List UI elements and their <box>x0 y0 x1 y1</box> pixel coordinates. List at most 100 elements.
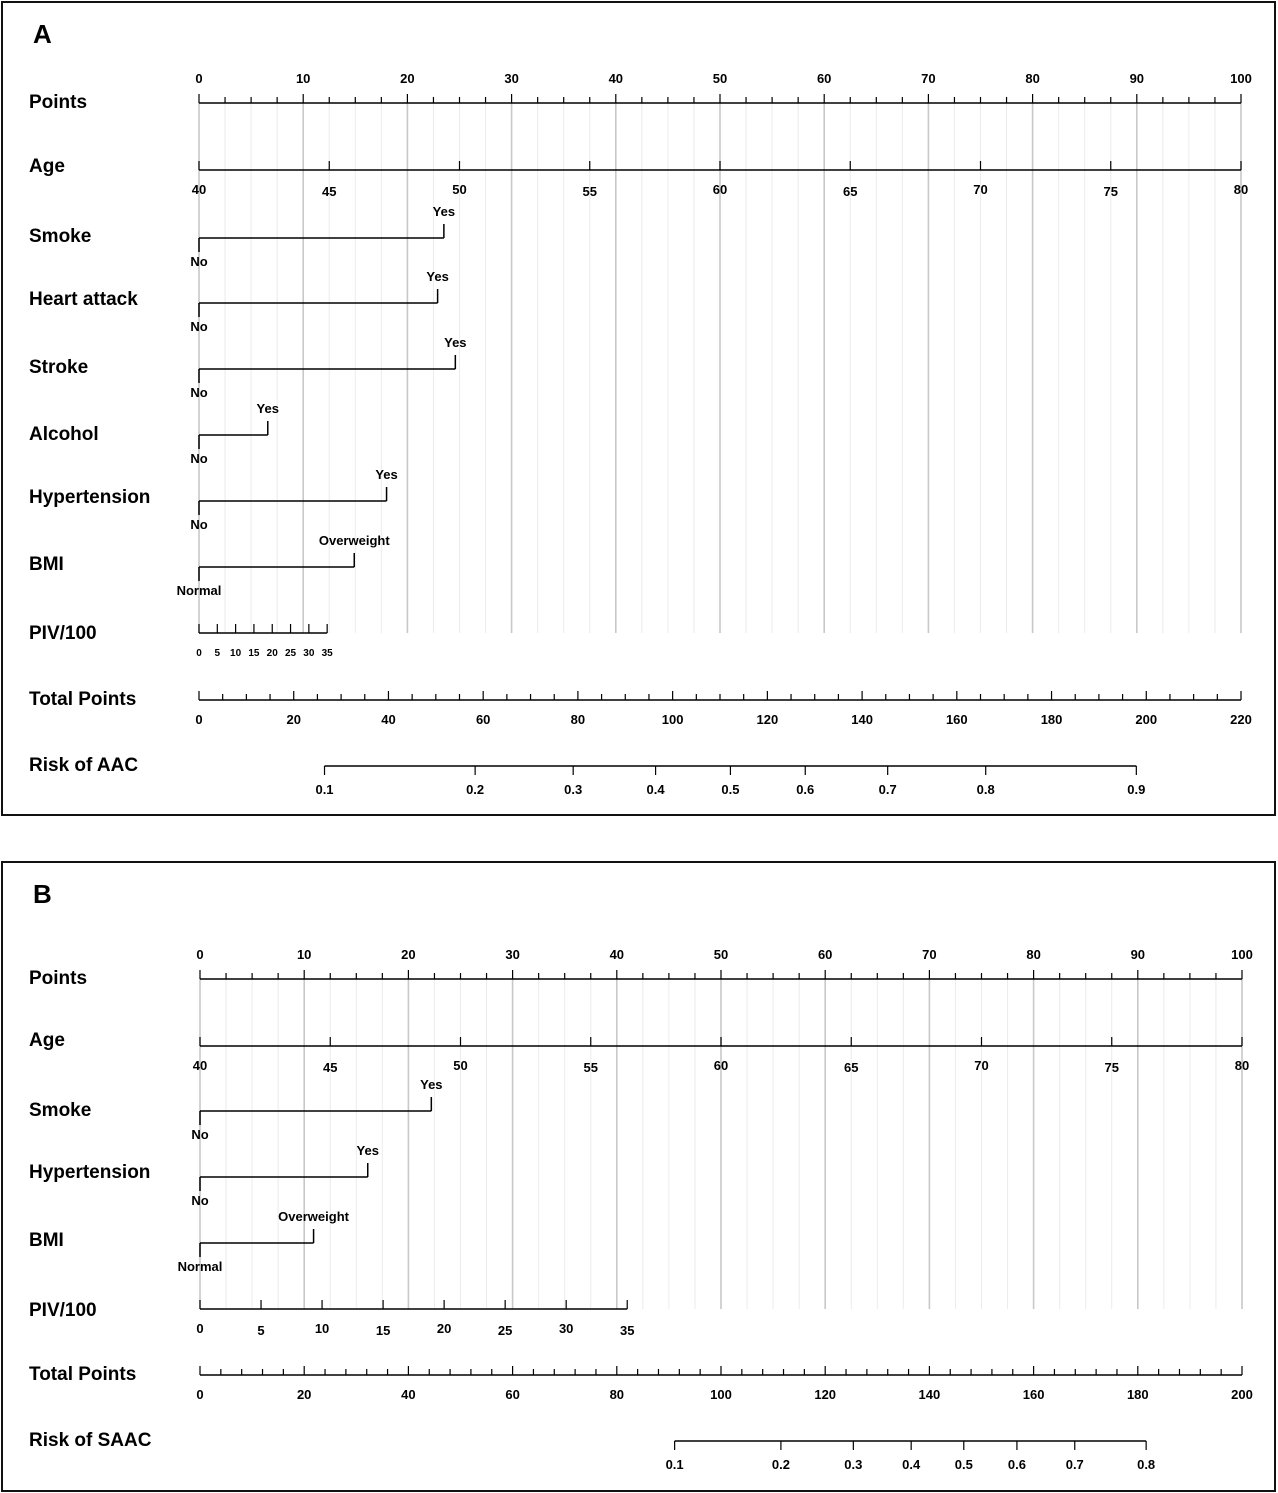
b-total-tick-label: 120 <box>814 1387 836 1402</box>
a-points-tick-label: 0 <box>195 71 202 86</box>
a-points-tick-label: 60 <box>817 71 831 86</box>
a-points-tick-label: 100 <box>1230 71 1252 86</box>
a-axis-tick-label: 80 <box>1234 182 1248 197</box>
a-row-label: Hypertension <box>29 487 150 508</box>
b-row-label: Hypertension <box>29 1162 150 1183</box>
a-axis-tick-label: 65 <box>843 184 857 199</box>
a-level-label: Yes <box>257 401 279 416</box>
a-total-tick-label: 0 <box>195 712 202 727</box>
b-level-label: Normal <box>178 1259 223 1274</box>
b-axis-tick-label: 5 <box>257 1323 264 1338</box>
b-total-tick-label: 40 <box>401 1387 415 1402</box>
a-row-label: Heart attack <box>29 289 138 310</box>
a-points-tick-label: 10 <box>296 71 310 86</box>
b-risk-tick-label: 0.4 <box>902 1457 921 1472</box>
a-axis-tick-label: 50 <box>452 182 466 197</box>
b-points-tick-label: 10 <box>297 947 311 962</box>
b-points-tick-label: 50 <box>714 947 728 962</box>
a-risk-tick-label: 0.1 <box>315 782 333 797</box>
a-points-tick-label: 50 <box>713 71 727 86</box>
a-total-tick-label: 120 <box>757 712 779 727</box>
panel-a: A Points 0 10 20 30 40 50 60 70 80 90 100 Age 40 45 50 5… <box>1 1 1276 816</box>
b-row-label: Age <box>29 1030 65 1051</box>
a-total-tick-label: 20 <box>286 712 300 727</box>
a-level-label: No <box>190 517 207 532</box>
a-total-tick-label: 200 <box>1135 712 1157 727</box>
b-risk-tick-label: 0.5 <box>955 1457 973 1472</box>
a-axis-tick-label: 70 <box>973 182 987 197</box>
a-axis-tick-label: 45 <box>322 184 336 199</box>
a-axis-tick-label: 60 <box>713 182 727 197</box>
b-points-tick-label: 20 <box>401 947 415 962</box>
panel-b: B Points 0 10 20 30 40 50 60 70 80 90 100 Age 40 45 50 5… <box>1 861 1276 1492</box>
a-level-label: Yes <box>433 204 455 219</box>
b-total-tick-label: 200 <box>1231 1387 1253 1402</box>
a-total-tick-label: 160 <box>946 712 968 727</box>
a-row-label: Stroke <box>29 357 88 378</box>
a-row-label: Points <box>29 92 87 113</box>
a-axis-tick-label: 0 <box>196 648 202 659</box>
a-points-tick-label: 20 <box>400 71 414 86</box>
b-level-label: Yes <box>420 1077 442 1092</box>
b-points-tick-label: 100 <box>1231 947 1253 962</box>
b-risk-tick-label: 0.8 <box>1137 1457 1155 1472</box>
a-risk-tick-label: 0.6 <box>796 782 814 797</box>
a-risk-tick-label: 0.2 <box>466 782 484 797</box>
a-level-label: No <box>190 319 207 334</box>
b-total-tick-label: 100 <box>710 1387 732 1402</box>
b-axis-tick-label: 35 <box>620 1323 634 1338</box>
b-axis-tick-label: 45 <box>323 1060 337 1075</box>
a-total-tick-label: 220 <box>1230 712 1252 727</box>
a-total-tick-label: 140 <box>851 712 873 727</box>
a-risk-tick-label: 0.5 <box>721 782 739 797</box>
a-axis-tick-label: 10 <box>230 648 242 659</box>
a-points-tick-label: 80 <box>1025 71 1039 86</box>
a-total-tick-label: 80 <box>571 712 585 727</box>
b-row-label: BMI <box>29 1230 64 1251</box>
b-level-label: Overweight <box>278 1209 349 1224</box>
b-axis-tick-label: 50 <box>453 1058 467 1073</box>
a-risk-tick-label: 0.8 <box>977 782 995 797</box>
b-points-tick-label: 0 <box>196 947 203 962</box>
b-row-label: Total Points <box>29 1364 136 1385</box>
a-level-label: No <box>190 254 207 269</box>
a-axis-tick-label: 5 <box>215 648 221 659</box>
b-level-label: No <box>191 1193 208 1208</box>
b-total-tick-label: 160 <box>1023 1387 1045 1402</box>
b-points-tick-label: 70 <box>922 947 936 962</box>
a-axis-tick-label: 40 <box>192 182 206 197</box>
b-axis-tick-label: 20 <box>437 1321 451 1336</box>
b-axis-tick-label: 30 <box>559 1321 573 1336</box>
a-axis-tick-label: 55 <box>583 184 597 199</box>
b-points-tick-label: 90 <box>1131 947 1145 962</box>
b-risk-tick-label: 0.7 <box>1066 1457 1084 1472</box>
a-points-tick-label: 90 <box>1130 71 1144 86</box>
b-total-tick-label: 180 <box>1127 1387 1149 1402</box>
a-risk-tick-label: 0.3 <box>564 782 582 797</box>
b-row-label: Points <box>29 968 87 989</box>
b-row-label: Smoke <box>29 1100 91 1121</box>
a-row-label: Alcohol <box>29 424 99 445</box>
b-risk-tick-label: 0.3 <box>844 1457 862 1472</box>
a-points-tick-label: 30 <box>504 71 518 86</box>
b-axis-tick-label: 70 <box>974 1058 988 1073</box>
a-row-label: Risk of AAC <box>29 755 138 776</box>
a-row-label: BMI <box>29 554 64 575</box>
panel-a-label: A <box>33 19 52 49</box>
a-total-tick-label: 100 <box>662 712 684 727</box>
b-row-label: Risk of SAAC <box>29 1430 152 1451</box>
a-total-tick-label: 180 <box>1041 712 1063 727</box>
b-axis-tick-label: 10 <box>315 1321 329 1336</box>
a-axis-tick-label: 35 <box>322 648 334 659</box>
a-points-tick-label: 70 <box>921 71 935 86</box>
b-level-label: Yes <box>357 1143 379 1158</box>
b-axis-tick-label: 55 <box>584 1060 598 1075</box>
a-risk-tick-label: 0.7 <box>879 782 897 797</box>
b-points-tick-label: 30 <box>505 947 519 962</box>
b-total-tick-label: 20 <box>297 1387 311 1402</box>
a-level-label: No <box>190 385 207 400</box>
a-level-label: Yes <box>444 335 466 350</box>
b-risk-tick-label: 0.6 <box>1008 1457 1026 1472</box>
